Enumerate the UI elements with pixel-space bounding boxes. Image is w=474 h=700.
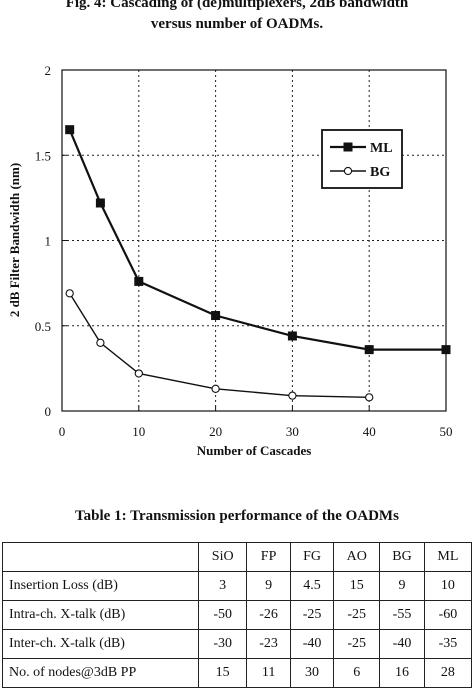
legend-ml-label: ML (370, 141, 393, 156)
series-bg-point (365, 393, 374, 402)
table-cell: -23 (246, 629, 291, 659)
table-row-label: Intra-ch. X-talk (dB) (2, 600, 199, 630)
table-row-label: Insertion Loss (dB) (2, 571, 199, 601)
legend-bg-label: BG (370, 165, 390, 180)
series-ml-point (95, 198, 105, 208)
table-cell: 15 (197, 658, 248, 688)
table-header-cell: FG (289, 542, 335, 572)
x-tick-label: 30 (286, 424, 299, 439)
figure-caption: Fig. 4: Cascading of (de)multiplexers, 2… (0, 0, 474, 35)
x-tick-label: 0 (59, 424, 66, 439)
series-bg-point (65, 289, 74, 298)
legend-bg-marker (343, 166, 353, 176)
y-tick-label: 0 (45, 404, 52, 419)
legend: ML BG (321, 129, 403, 189)
legend-ml-marker (343, 142, 353, 152)
series-ml-point (441, 345, 451, 355)
series-ml-point (211, 311, 221, 321)
data-series (65, 125, 451, 402)
series-ml-point (65, 125, 75, 135)
x-tick-label: 10 (132, 424, 145, 439)
table-header-row: SiO FP FG AO BG ML (2, 542, 473, 572)
table-header-corner (2, 542, 199, 572)
table-cell: 4.5 (289, 571, 335, 601)
table-cell: -35 (423, 629, 473, 659)
table-row-label: Inter-ch. X-talk (dB) (2, 629, 199, 659)
axis-ticks: 0 10 20 30 40 50 0 0.5 1 1.5 2 (35, 63, 453, 439)
figure-caption-line-2: versus number of OADMs. (150, 16, 324, 32)
x-tick-label: 40 (363, 424, 376, 439)
y-tick-label: 0.5 (35, 319, 51, 334)
table-header-cell: SiO (197, 542, 248, 572)
table-cell: -55 (379, 600, 425, 630)
table-cell: 28 (423, 658, 473, 688)
y-axis-label: 2 dB Filter Bandwidth (nm) (7, 163, 22, 317)
table-cell: -25 (333, 629, 381, 659)
legend-box (321, 129, 403, 189)
y-tick-label: 1.5 (35, 148, 51, 163)
table-row: No. of nodes@3dB PP 15 11 30 6 16 28 (2, 658, 473, 688)
table-header-cell: FP (246, 542, 291, 572)
series-bg-point (134, 369, 143, 378)
x-axis-label: Number of Cascades (197, 443, 312, 458)
table-row: Intra-ch. X-talk (dB) -50 -26 -25 -25 -5… (2, 600, 473, 630)
series-bg-point (288, 391, 297, 400)
table-cell: -40 (289, 629, 335, 659)
figure-caption-line-1: Fig. 4: Cascading of (de)multiplexers, 2… (65, 0, 409, 11)
table-cell: -40 (379, 629, 425, 659)
table-cell: -26 (246, 600, 291, 630)
table-cell: -25 (289, 600, 335, 630)
y-tick-label: 1 (45, 234, 52, 249)
series-bg-point (211, 384, 220, 393)
table-cell: 9 (246, 571, 291, 601)
table-cell: 15 (333, 571, 381, 601)
table-cell: 6 (333, 658, 381, 688)
table-cell: -25 (333, 600, 381, 630)
table-caption: Table 1: Transmission performance of the… (75, 508, 399, 524)
table-cell: -60 (423, 600, 473, 630)
x-tick-label: 20 (209, 424, 222, 439)
table-cell: -30 (197, 629, 248, 659)
series-bg-point (96, 338, 105, 347)
table-cell: 10 (423, 571, 473, 601)
series-bg-line (69, 292, 370, 399)
table-cell: -50 (197, 600, 248, 630)
series-ml-point (287, 331, 297, 341)
series-ml-point (364, 345, 374, 355)
table-row-label: No. of nodes@3dB PP (2, 658, 199, 688)
y-tick-label: 2 (45, 63, 52, 78)
table-cell: 30 (289, 658, 335, 688)
table-header-cell: AO (333, 542, 381, 572)
table-header-cell: BG (379, 542, 425, 572)
table-cell: 11 (246, 658, 291, 688)
table-row: Insertion Loss (dB) 3 9 4.5 15 9 10 (2, 571, 473, 601)
series-ml-point (134, 276, 144, 286)
table-row: Inter-ch. X-talk (dB) -30 -23 -40 -25 -4… (2, 629, 473, 659)
table-cell: 9 (379, 571, 425, 601)
table-cell: 16 (379, 658, 425, 688)
table-header-cell: ML (423, 542, 473, 572)
x-tick-label: 50 (440, 424, 453, 439)
table-cell: 3 (197, 571, 248, 601)
performance-table: SiO FP FG AO BG ML Insertion Loss (dB) 3… (2, 542, 473, 688)
